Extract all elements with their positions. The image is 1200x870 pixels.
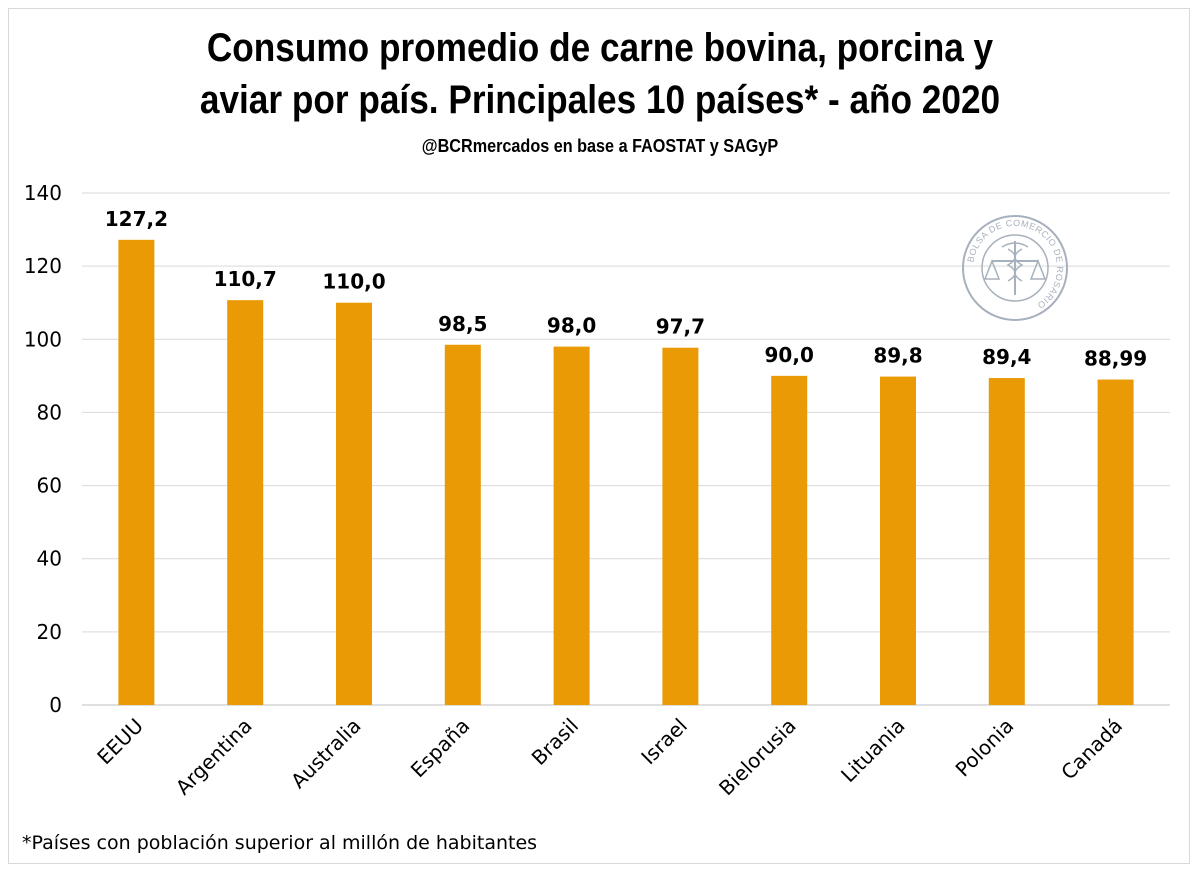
- caduceus-scales-seal-icon: BOLSA DE COMERCIO DE ROSARIO: [962, 215, 1068, 321]
- data-label: 90,0: [765, 343, 814, 367]
- bar: [227, 300, 264, 705]
- x-axis-ticks: EEUU Argentina Australia España Brasil Israel…: [92, 714, 1127, 801]
- bar: [662, 347, 699, 705]
- chart-subtitle: @BCRmercados en base a FAOSTAT y SAGyP: [421, 136, 779, 156]
- bar: [444, 344, 481, 705]
- y-tick-label: 100: [24, 327, 62, 351]
- y-tick-label: 60: [37, 474, 62, 498]
- bar: [118, 239, 155, 705]
- y-tick-label: 120: [24, 254, 62, 278]
- x-tick-label: Lituania: [836, 714, 910, 788]
- chart-title-line-1: Consumo promedio de carne bovina, porcin…: [206, 26, 994, 70]
- data-label: 98,0: [547, 314, 596, 338]
- bar: [336, 302, 372, 705]
- chart-title: Consumo promedio de carne bovina, porcin…: [72, 22, 1128, 126]
- x-tick-label: España: [406, 714, 475, 783]
- x-tick-label: Brasil: [527, 714, 583, 770]
- gridlines: [82, 192, 1170, 706]
- x-tick-label: Israel: [636, 714, 692, 770]
- y-tick-label: 0: [49, 693, 62, 717]
- data-label: 110,0: [322, 270, 385, 294]
- data-label: 98,5: [438, 312, 487, 336]
- x-tick-label: EEUU: [92, 714, 148, 770]
- bar: [771, 375, 808, 705]
- data-label: 110,7: [214, 267, 277, 291]
- data-label: 88,99: [1084, 347, 1147, 371]
- data-label: 89,4: [982, 345, 1031, 369]
- y-tick-label: 80: [37, 400, 62, 424]
- bar: [1097, 379, 1134, 705]
- bar: [880, 376, 916, 705]
- y-tick-label: 20: [37, 620, 62, 644]
- y-tick-label: 140: [24, 181, 62, 205]
- bar: [988, 378, 1025, 705]
- x-tick-label: Polonia: [951, 714, 1019, 782]
- bars: [118, 239, 1134, 705]
- data-label: 89,8: [873, 344, 922, 368]
- x-tick-label: Bielorusia: [714, 714, 801, 801]
- data-label: 127,2: [105, 207, 168, 231]
- y-tick-label: 40: [37, 547, 62, 571]
- bar: [553, 346, 590, 705]
- y-axis-ticks: 0 20 40 60 80 100 120 140: [24, 181, 62, 717]
- footnote: *Países con población superior al millón…: [22, 832, 538, 854]
- x-tick-label: Canadá: [1056, 714, 1127, 785]
- x-tick-label: Australia: [286, 714, 366, 794]
- chart-title-line-2: aviar por país. Principales 10 países* -…: [199, 78, 1001, 122]
- chart-frame: [8, 8, 1190, 864]
- data-label: 97,7: [656, 315, 705, 339]
- x-tick-label: Argentina: [171, 714, 257, 800]
- data-labels: 127,2 110,7 110,0 98,5 98,0 97,7 90,0 89,8 89,4 8…: [105, 207, 1147, 371]
